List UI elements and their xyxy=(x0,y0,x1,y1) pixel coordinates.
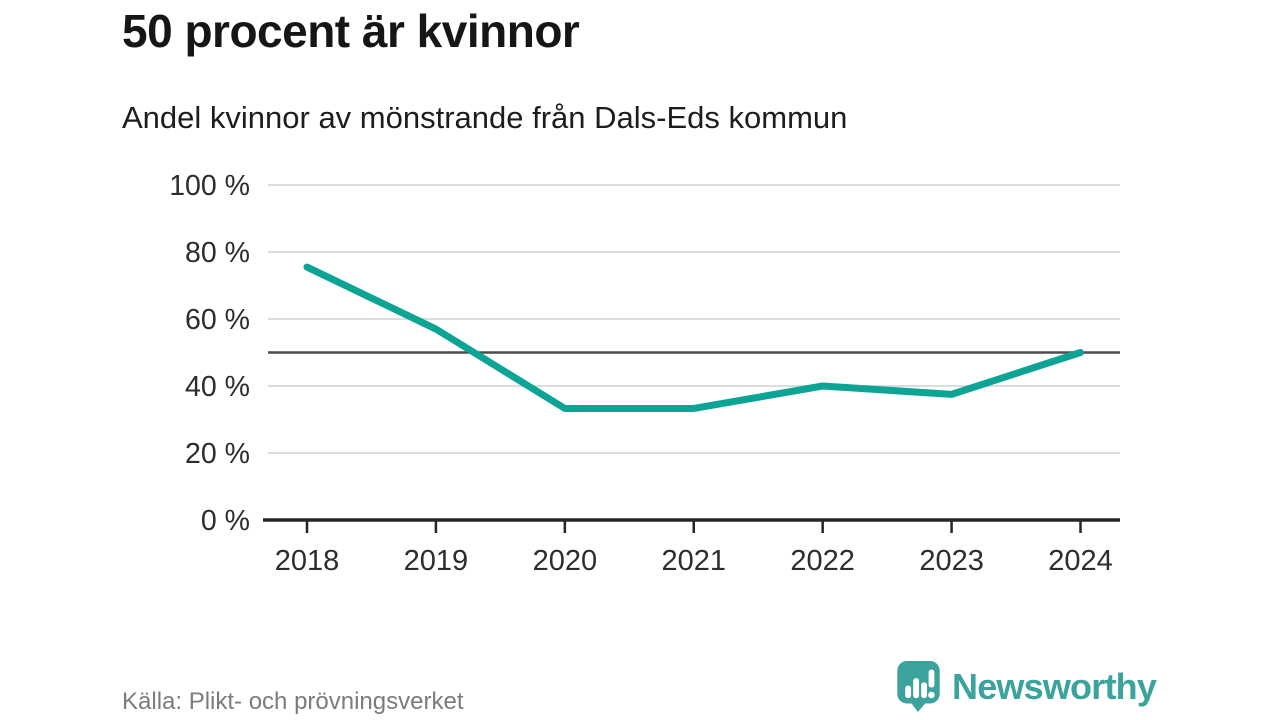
x-tick-label: 2023 xyxy=(919,545,984,577)
logo-bar-3 xyxy=(921,682,927,699)
data-line-andel-kvinnor xyxy=(303,263,1084,412)
y-tick-label: 100 % xyxy=(169,170,250,202)
x-tick-label: 2022 xyxy=(790,545,855,577)
logo-exclamation-dot xyxy=(928,691,935,699)
x-tick-label: 2020 xyxy=(533,545,598,577)
newsworthy-logo-icon xyxy=(897,661,940,712)
y-tick-label: 80 % xyxy=(185,237,250,269)
logo-bar-1 xyxy=(905,685,912,699)
logo-bar-2 xyxy=(913,678,920,699)
x-tick-label: 2018 xyxy=(275,545,340,577)
newsworthy-logo: Newsworthy xyxy=(895,660,1157,713)
logo-exclamation-bar xyxy=(928,669,935,688)
newsworthy-wordmark: Newsworthy xyxy=(952,665,1157,707)
y-tick-label: 20 % xyxy=(185,438,250,470)
chart-subtitle: Andel kvinnor av mönstrande från Dals-Ed… xyxy=(122,100,848,135)
y-tick-label: 40 % xyxy=(185,371,250,403)
y-tick-label: 60 % xyxy=(185,304,250,336)
x-tick-label: 2019 xyxy=(404,545,469,577)
source-note: Källa: Plikt- och prövningsverket xyxy=(122,688,464,715)
y-tick-label: 0 % xyxy=(201,505,250,537)
chart-title: 50 procent är kvinnor xyxy=(122,5,580,57)
x-tick-label: 2021 xyxy=(661,545,726,577)
x-tick-label: 2024 xyxy=(1048,545,1113,577)
